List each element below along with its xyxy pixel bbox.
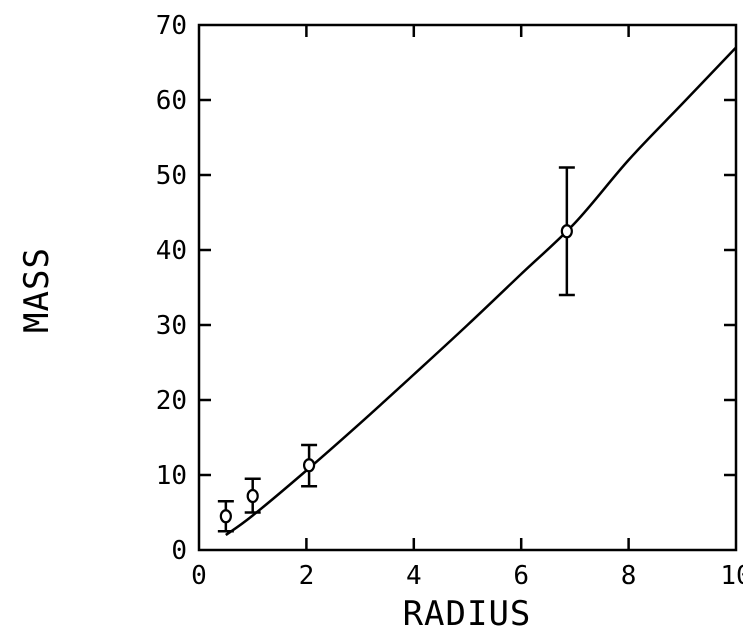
data-point-group [217, 500, 234, 533]
x-tick-label: 4 [406, 561, 422, 591]
data-point [560, 224, 573, 239]
data-point [302, 458, 316, 473]
data-point [219, 509, 232, 524]
data-point [246, 488, 259, 504]
y-tick-label: 10 [156, 461, 187, 491]
y-tick-label: 50 [156, 161, 187, 191]
x-tick-labels: 0 2 4 6 8 10 [191, 561, 743, 591]
y-axis-title: MASS [17, 247, 57, 333]
y-tick-label: 60 [156, 86, 187, 116]
data-point-group [301, 443, 318, 488]
axis-ticks [199, 25, 736, 550]
x-tick-label: 10 [720, 561, 743, 591]
x-tick-label: 2 [299, 561, 315, 591]
y-tick-label: 30 [156, 311, 187, 341]
data-point-group [558, 166, 575, 297]
x-tick-label: 0 [191, 561, 207, 591]
x-axis-title: RADIUS [403, 594, 532, 634]
data-points [217, 166, 575, 533]
y-tick-label: 20 [156, 386, 187, 416]
y-tick-label: 0 [171, 536, 187, 566]
fit-curve [225, 46, 737, 537]
x-tick-label: 6 [513, 561, 529, 591]
y-tick-label: 70 [156, 11, 187, 41]
x-tick-label: 8 [621, 561, 637, 591]
y-tick-labels: 0 10 20 30 40 50 60 70 [156, 11, 187, 566]
data-point-group [244, 477, 261, 514]
plot-frame [197, 23, 738, 552]
y-tick-label: 40 [156, 236, 187, 266]
